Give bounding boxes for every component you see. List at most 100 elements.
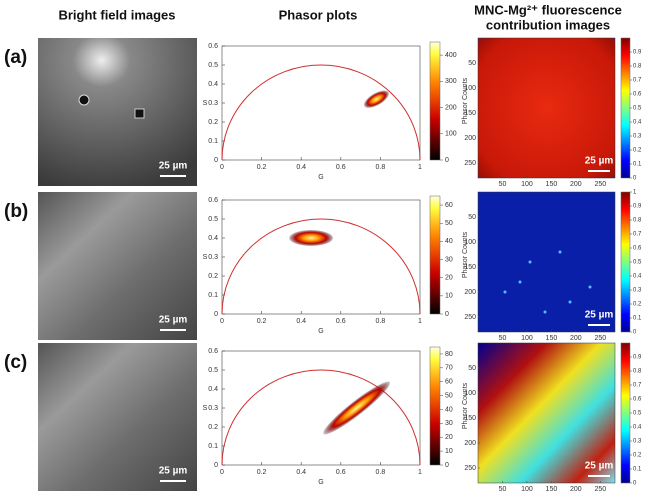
colorbar-tick-label: 0.2: [633, 453, 642, 459]
column-header: Phasor plots: [279, 7, 358, 22]
colorbar-tick-label: 20: [445, 434, 453, 441]
x-tick-label: 0: [220, 164, 224, 171]
scale-bar-label: 25 µm: [159, 161, 188, 172]
bright-field-image: [38, 38, 197, 186]
colorbar-tick-label: 0.6: [633, 92, 642, 98]
y-tick-label: 150: [464, 110, 476, 117]
scale-bar-label: 25 µm: [159, 315, 188, 326]
y-tick-label: 250: [464, 465, 476, 472]
colorbar-label: Phasor Counts: [462, 382, 469, 429]
y-tick-label: 0.1: [208, 443, 218, 450]
image-feature: [78, 94, 90, 106]
colorbar: [620, 191, 631, 333]
x-tick-label: 50: [499, 486, 507, 493]
colorbar-tick-label: 0: [445, 311, 449, 318]
colorbar-tick-label: 0.9: [633, 50, 642, 56]
colorbar-tick-label: 0: [445, 157, 449, 164]
colorbar-tick-label: 40: [445, 238, 453, 245]
x-tick-label: 0.2: [257, 469, 267, 476]
colorbar-tick-label: 0.7: [633, 383, 642, 389]
y-axis-label: S: [203, 405, 208, 412]
y-tick-label: 0: [214, 462, 218, 469]
colorbar-tick-label: 10: [445, 293, 453, 300]
column-header: contribution images: [486, 17, 610, 32]
x-tick-label: 100: [521, 486, 533, 493]
colorbar-tick-label: 0.6: [633, 397, 642, 403]
y-tick-label: 0: [214, 157, 218, 164]
colorbar-tick-label: 0.9: [633, 204, 642, 210]
colorbar-tick-label: 100: [445, 131, 457, 138]
universal-circle: [221, 218, 421, 315]
colorbar-tick-label: 0.9: [633, 355, 642, 361]
x-tick-label: 1: [418, 164, 422, 171]
colorbar-tick-label: 30: [445, 256, 453, 263]
y-tick-label: 0.3: [208, 100, 218, 107]
x-tick-label: 200: [570, 486, 582, 493]
y-tick-label: 50: [468, 60, 476, 67]
y-tick-label: 0.4: [208, 235, 218, 242]
colorbar: [429, 195, 441, 315]
colorbar-label: Phasor Counts: [462, 231, 469, 278]
colorbar-tick-label: 0.4: [633, 120, 642, 126]
colorbar-tick-label: 0: [445, 462, 449, 469]
colorbar-tick-label: 0.5: [633, 411, 642, 417]
y-tick-label: 0.1: [208, 138, 218, 145]
colorbar-tick-label: 0: [633, 330, 637, 336]
image-feature: [503, 290, 507, 294]
colorbar-tick-label: 0.5: [633, 260, 642, 266]
y-tick-label: 250: [464, 160, 476, 167]
colorbar-tick-label: 10: [445, 448, 453, 455]
plot-area: [221, 350, 421, 466]
x-tick-label: 0.8: [376, 469, 386, 476]
image-feature: [528, 260, 532, 264]
colorbar-tick-label: 1: [633, 190, 637, 196]
scale-bar-label: 25 µm: [159, 466, 188, 477]
colorbar-tick-label: 0.8: [633, 369, 642, 375]
y-tick-label: 150: [464, 264, 476, 271]
x-tick-label: 0.6: [336, 318, 346, 325]
colorbar-tick-label: 0.8: [633, 64, 642, 70]
colorbar-tick-label: 0.3: [633, 288, 642, 294]
x-tick-label: 0.6: [336, 164, 346, 171]
y-tick-label: 100: [464, 85, 476, 92]
y-tick-label: 200: [464, 440, 476, 447]
phasor-cluster: [289, 230, 334, 246]
colorbar-tick-label: 0.4: [633, 274, 642, 280]
y-tick-label: 250: [464, 314, 476, 321]
colorbar-tick-label: 50: [445, 220, 453, 227]
x-tick-label: 150: [546, 181, 558, 188]
x-tick-label: 1: [418, 469, 422, 476]
x-tick-label: 50: [499, 181, 507, 188]
y-tick-label: 150: [464, 415, 476, 422]
image-feature: [588, 285, 592, 289]
colorbar-label: Phasor Counts: [462, 77, 469, 124]
x-tick-label: 0.8: [376, 318, 386, 325]
x-tick-label: 250: [594, 181, 606, 188]
colorbar-tick-label: 0.1: [633, 162, 642, 168]
phasor-cluster: [363, 90, 389, 108]
x-tick-label: 250: [594, 335, 606, 342]
x-tick-label: 1: [418, 318, 422, 325]
colorbar-tick-label: 80: [445, 351, 453, 358]
bright-field-image: [38, 192, 197, 340]
colorbar: [429, 346, 441, 466]
y-axis-label: S: [203, 100, 208, 107]
y-tick-label: 0.5: [208, 62, 218, 69]
x-tick-label: 0: [220, 318, 224, 325]
colorbar-tick-label: 30: [445, 420, 453, 427]
y-tick-label: 100: [464, 390, 476, 397]
x-tick-label: 0.4: [296, 469, 306, 476]
x-axis-label: G: [318, 174, 323, 181]
x-tick-label: 0.2: [257, 164, 267, 171]
colorbar-tick-label: 60: [445, 202, 453, 209]
x-axis-label: G: [318, 479, 323, 486]
fluorescence-image: [477, 191, 616, 333]
y-tick-label: 100: [464, 239, 476, 246]
image-feature: [134, 108, 145, 119]
colorbar-tick-label: 0.3: [633, 439, 642, 445]
scale-bar-label: 25 µm: [585, 461, 614, 472]
y-tick-label: 0.2: [208, 424, 218, 431]
y-tick-label: 0.4: [208, 81, 218, 88]
colorbar-tick-label: 20: [445, 275, 453, 282]
